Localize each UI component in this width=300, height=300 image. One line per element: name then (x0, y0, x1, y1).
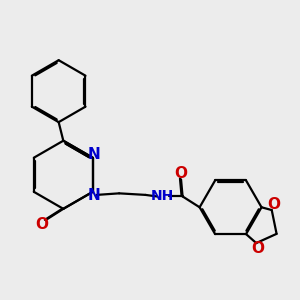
Text: O: O (267, 197, 280, 212)
Text: O: O (251, 241, 264, 256)
Text: O: O (35, 217, 48, 232)
Text: N: N (88, 146, 101, 161)
Text: NH: NH (151, 189, 174, 203)
Text: O: O (175, 166, 188, 181)
Text: N: N (88, 188, 101, 203)
